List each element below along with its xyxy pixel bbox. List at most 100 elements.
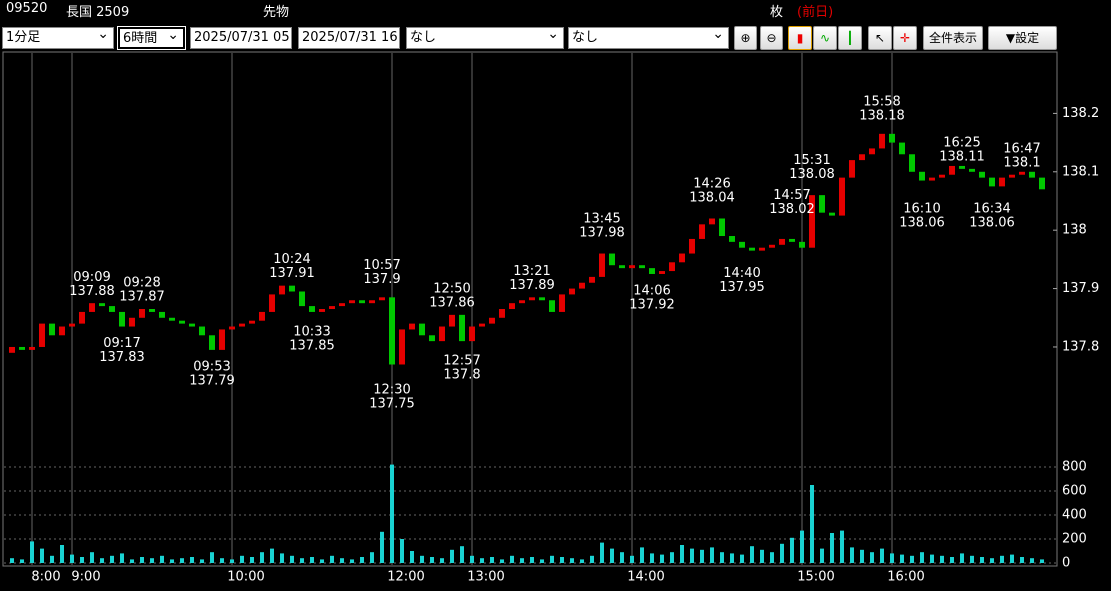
volume-bar — [810, 485, 814, 563]
candle — [989, 177, 995, 187]
candle — [449, 314, 455, 327]
annotation-time: 10:33 — [293, 324, 330, 339]
annotation-price: 138.02 — [769, 202, 815, 217]
y-tick-label: 138.2 — [1062, 106, 1099, 121]
from-input[interactable]: 2025/07/31 05 — [190, 27, 292, 49]
volume-bar — [480, 558, 484, 563]
volume-bar — [440, 558, 444, 563]
zoom-in[interactable]: ⊕ — [734, 26, 757, 50]
cursor-icon[interactable]: ↖ — [868, 26, 892, 50]
candle-icon[interactable]: ▮ — [788, 26, 812, 50]
bar-icon[interactable]: ┃ — [838, 26, 862, 50]
annotation-time: 12:30 — [373, 383, 410, 398]
annotation-price: 137.83 — [99, 350, 145, 365]
zoom-out[interactable]: ⊖ — [760, 26, 783, 50]
candle — [389, 297, 395, 365]
candle — [699, 224, 705, 239]
candle — [319, 309, 325, 312]
annotation-time: 12:57 — [443, 353, 480, 368]
line-icon[interactable]: ∿ — [813, 26, 837, 50]
volume-bar — [60, 545, 64, 563]
volume-bar — [430, 557, 434, 563]
unit: 枚 — [770, 5, 784, 20]
candle — [579, 282, 585, 289]
annotation-price: 138.11 — [939, 149, 985, 164]
volume-bar — [360, 557, 364, 563]
volume-bar — [820, 548, 824, 563]
to-input[interactable]: 2025/07/31 16 — [298, 27, 400, 49]
y2-tick-label: 400 — [1062, 508, 1087, 523]
volume-bar — [560, 557, 564, 563]
annotation-time: 12:50 — [433, 281, 470, 296]
volume-bar — [160, 555, 164, 563]
volume-bar — [790, 537, 794, 563]
volume-bar — [690, 548, 694, 563]
annotation-time: 16:25 — [943, 135, 980, 150]
span-select[interactable]: 6時間 — [117, 26, 186, 50]
candle — [789, 238, 795, 242]
candle — [709, 218, 715, 225]
annotation-time: 14:40 — [723, 266, 760, 281]
crosshair-icon[interactable]: ✛ — [893, 26, 917, 50]
candle — [999, 177, 1005, 187]
annotation-time: 09:17 — [103, 336, 140, 351]
candle — [109, 306, 115, 312]
candle — [729, 236, 735, 242]
candle — [129, 317, 135, 327]
volume-bar — [220, 558, 224, 563]
annotation-time: 09:09 — [73, 270, 110, 285]
annotation-time: 09:28 — [123, 276, 160, 291]
volume-bar — [550, 555, 554, 563]
x-tick-label: 15:00 — [797, 570, 834, 585]
annotation-price: 137.89 — [509, 278, 555, 293]
candle — [919, 171, 925, 181]
volume-bar — [700, 549, 704, 563]
indicator-select[interactable]: なし — [406, 27, 564, 49]
candle — [889, 133, 895, 143]
volume-bar — [610, 548, 614, 563]
volume-bar — [520, 558, 524, 563]
settings-button[interactable]: ▼設定 — [988, 26, 1057, 50]
volume-bar — [30, 541, 34, 563]
candle — [369, 300, 375, 304]
candle — [269, 294, 275, 312]
volume-bar — [380, 531, 384, 563]
volume-bar — [300, 558, 304, 563]
annotation-time: 16:34 — [973, 202, 1010, 217]
candle — [59, 326, 65, 336]
volume-bar — [140, 557, 144, 563]
annotation-time: 13:21 — [513, 264, 550, 279]
candle — [859, 154, 865, 161]
candle — [869, 148, 875, 155]
candle — [589, 276, 595, 283]
volume-bar — [150, 558, 154, 563]
candle — [779, 238, 785, 245]
candle — [489, 317, 495, 324]
volume-bar — [840, 530, 844, 563]
volume-bar — [260, 552, 264, 563]
annotation-price: 137.88 — [69, 284, 115, 299]
volume-bar — [590, 555, 594, 563]
volume-bar — [290, 555, 294, 563]
candle — [819, 195, 825, 213]
candle — [419, 323, 425, 336]
candle — [339, 303, 345, 307]
volume-bar — [1000, 555, 1004, 563]
annotation-price: 138.06 — [899, 216, 945, 231]
interval-select[interactable]: 1分足 — [2, 27, 114, 49]
x-tick-label: 10:00 — [227, 570, 264, 585]
candle — [609, 253, 615, 266]
candle — [979, 171, 985, 178]
annotation-price: 138.18 — [859, 109, 905, 124]
candle — [519, 300, 525, 304]
candle — [199, 326, 205, 336]
indicator-select[interactable]: なし — [568, 27, 729, 49]
show-all-button[interactable]: 全件表示 — [923, 26, 983, 50]
candle — [149, 309, 155, 312]
candle — [719, 218, 725, 237]
annotation-time: 15:31 — [793, 153, 830, 168]
candle — [649, 268, 655, 274]
annotation-price: 138.1 — [1003, 155, 1040, 170]
candle — [359, 300, 365, 304]
volume-bar — [370, 552, 374, 563]
